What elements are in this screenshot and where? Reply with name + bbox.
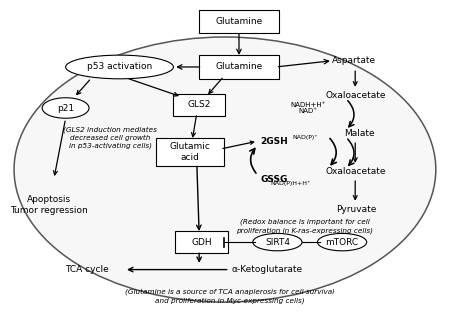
Text: Apoptosis
Tumor regression: Apoptosis Tumor regression [10, 195, 88, 215]
Text: GLS2: GLS2 [187, 100, 211, 109]
Text: GDH: GDH [191, 238, 212, 247]
Text: Aspartate: Aspartate [332, 56, 376, 65]
Text: TCA cycle: TCA cycle [65, 265, 109, 274]
Ellipse shape [42, 98, 89, 118]
Text: Glutamine: Glutamine [215, 17, 263, 26]
Text: Pyruvate: Pyruvate [336, 205, 376, 214]
Ellipse shape [253, 233, 302, 251]
FancyBboxPatch shape [173, 94, 225, 116]
Text: p21: p21 [57, 104, 74, 113]
Text: NAD⁺: NAD⁺ [298, 108, 318, 114]
Text: (Redox balance is important for cell
proliferation in K-ras-expressing cells): (Redox balance is important for cell pro… [236, 219, 373, 234]
Text: (GLS2 induction mediates
decreased cell growth
in p53-activating cells): (GLS2 induction mediates decreased cell … [63, 126, 157, 149]
Text: Oxaloacetate: Oxaloacetate [326, 167, 386, 176]
FancyBboxPatch shape [175, 231, 228, 253]
Text: p53 activation: p53 activation [87, 62, 152, 71]
FancyBboxPatch shape [199, 10, 279, 33]
Text: Glutamine: Glutamine [215, 62, 263, 71]
Text: NADH+H⁺: NADH+H⁺ [290, 102, 326, 108]
Ellipse shape [318, 233, 367, 251]
Text: Oxaloacetate: Oxaloacetate [326, 91, 386, 100]
Ellipse shape [14, 37, 436, 302]
Text: NAD(P)⁺: NAD(P)⁺ [292, 134, 318, 140]
FancyBboxPatch shape [199, 55, 279, 79]
Ellipse shape [65, 55, 173, 79]
Text: mTORC: mTORC [326, 238, 359, 247]
Text: NAD(P)H+H⁺: NAD(P)H+H⁺ [271, 180, 311, 186]
Text: (Glutamine is a source of TCA anaplerosis for cell survival
and proliferation in: (Glutamine is a source of TCA anaplerosi… [125, 289, 334, 304]
Text: 2GSH: 2GSH [260, 137, 288, 146]
Text: SIRT4: SIRT4 [265, 238, 290, 247]
Text: Malate: Malate [345, 129, 375, 138]
Text: GSSG: GSSG [260, 175, 287, 184]
FancyBboxPatch shape [155, 138, 224, 166]
Text: Glutamic
acid: Glutamic acid [169, 142, 210, 162]
Text: α-Ketoglutarate: α-Ketoglutarate [231, 265, 303, 274]
